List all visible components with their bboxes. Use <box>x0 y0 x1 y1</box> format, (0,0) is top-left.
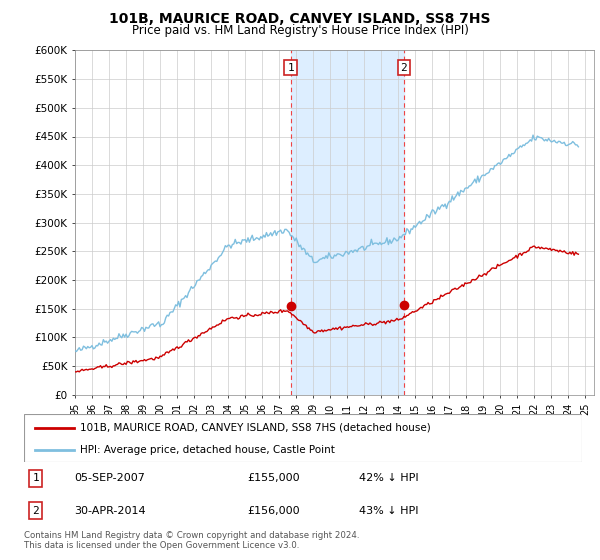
Text: 42% ↓ HPI: 42% ↓ HPI <box>359 473 418 483</box>
Text: HPI: Average price, detached house, Castle Point: HPI: Average price, detached house, Cast… <box>80 445 335 455</box>
Text: 2: 2 <box>401 63 407 73</box>
Text: 101B, MAURICE ROAD, CANVEY ISLAND, SS8 7HS (detached house): 101B, MAURICE ROAD, CANVEY ISLAND, SS8 7… <box>80 423 431 433</box>
Text: 30-APR-2014: 30-APR-2014 <box>74 506 146 516</box>
Text: Price paid vs. HM Land Registry's House Price Index (HPI): Price paid vs. HM Land Registry's House … <box>131 24 469 36</box>
Text: 05-SEP-2007: 05-SEP-2007 <box>74 473 145 483</box>
Text: £156,000: £156,000 <box>247 506 300 516</box>
Text: 1: 1 <box>287 63 294 73</box>
Text: 2: 2 <box>32 506 39 516</box>
Text: £155,000: £155,000 <box>247 473 300 483</box>
Text: This data is licensed under the Open Government Licence v3.0.: This data is licensed under the Open Gov… <box>24 541 299 550</box>
Text: 1: 1 <box>32 473 39 483</box>
Text: Contains HM Land Registry data © Crown copyright and database right 2024.: Contains HM Land Registry data © Crown c… <box>24 531 359 540</box>
Bar <box>290 50 404 395</box>
Text: 43% ↓ HPI: 43% ↓ HPI <box>359 506 418 516</box>
Text: 101B, MAURICE ROAD, CANVEY ISLAND, SS8 7HS: 101B, MAURICE ROAD, CANVEY ISLAND, SS8 7… <box>109 12 491 26</box>
